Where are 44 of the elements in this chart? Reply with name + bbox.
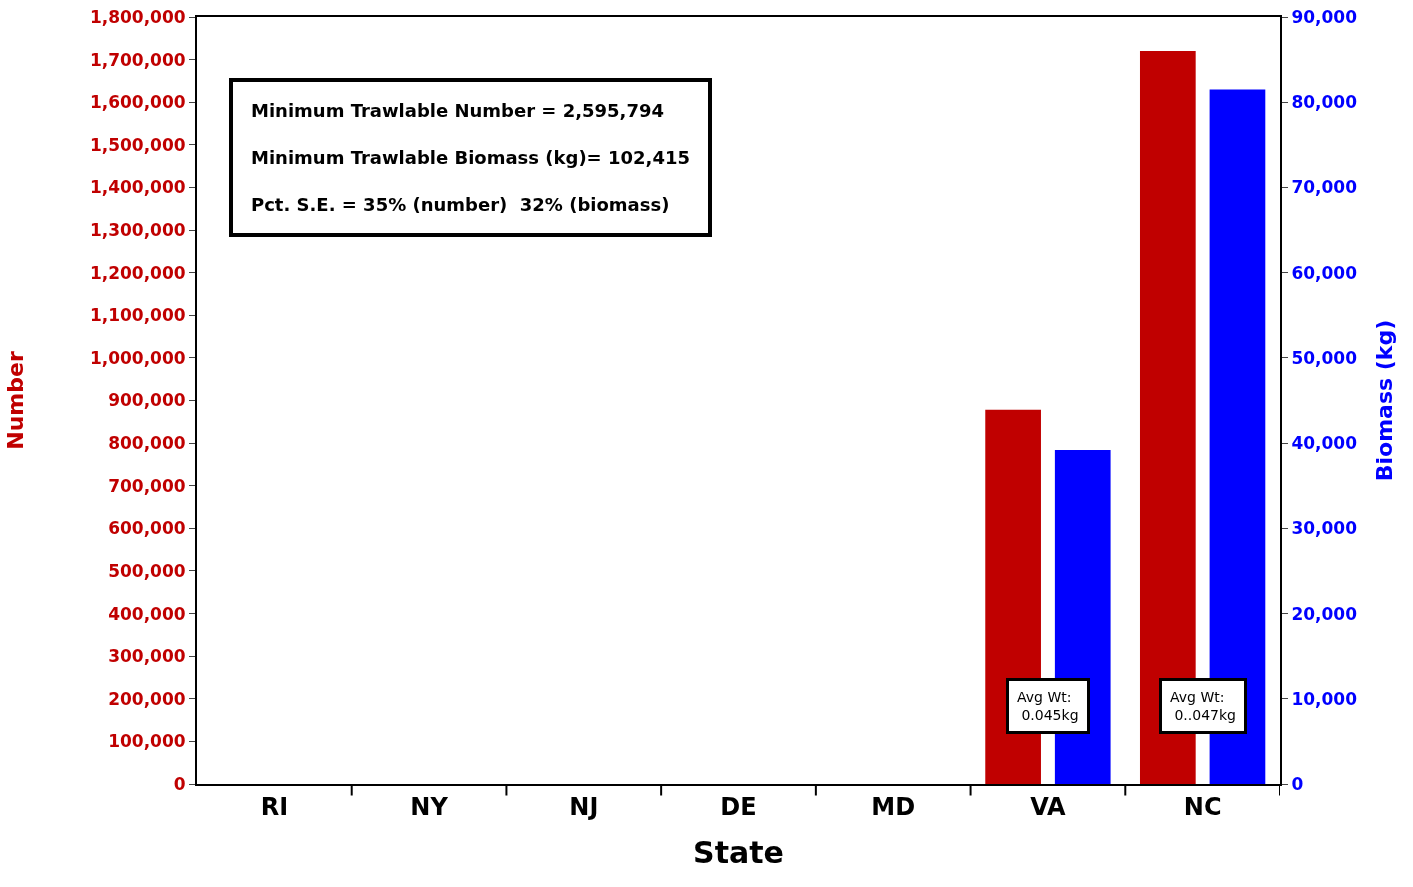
y-tick-label: 500,000 xyxy=(108,560,186,581)
y-tick-label: 1,300,000 xyxy=(89,220,186,241)
y2-tick-label: 0 xyxy=(1291,773,1304,794)
y-tick-label: 1,000,000 xyxy=(89,347,186,368)
y-tick-label: 0 xyxy=(173,773,186,794)
y-tick-label: 1,400,000 xyxy=(89,177,186,198)
y-tick-label: 1,500,000 xyxy=(89,134,186,155)
x-tick-label: MD xyxy=(871,792,916,821)
y-tick-label: 100,000 xyxy=(108,731,186,752)
y2-tick-label: 50,000 xyxy=(1291,347,1358,368)
x-tick-label: NY xyxy=(410,792,449,821)
y-tick-label: 1,200,000 xyxy=(89,262,186,283)
x-tick-label: RI xyxy=(260,792,289,821)
y-tick-label: 900,000 xyxy=(108,390,186,411)
y2-tick-label: 40,000 xyxy=(1291,433,1358,454)
y-tick-label: 200,000 xyxy=(108,688,186,709)
y2-tick-label: 80,000 xyxy=(1291,92,1358,113)
x-tick-label: VA xyxy=(1030,792,1067,821)
y2-tick-label: 30,000 xyxy=(1291,518,1358,539)
annotation: Avg Wt: 0..047kg xyxy=(1170,689,1236,724)
y-tick-label: 300,000 xyxy=(108,646,186,667)
annotation: Avg Wt: 0.045kg xyxy=(1017,689,1079,724)
annotation: Pct. S.E. = 35% (number) 32% (biomass) xyxy=(251,193,670,215)
y2-tick-label: 60,000 xyxy=(1291,262,1358,283)
y-tick-label: 400,000 xyxy=(108,603,186,624)
y2-tick-label: 70,000 xyxy=(1291,177,1358,198)
y-tick-label: 1,600,000 xyxy=(89,92,186,113)
annotation: Minimum Trawlable Number = 2,595,794 xyxy=(251,100,665,121)
y-tick-label: 1,800,000 xyxy=(89,6,186,27)
x-tick-label: NJ xyxy=(569,792,599,821)
x-tick-label: DE xyxy=(720,792,757,821)
y-tick-label: 1,700,000 xyxy=(89,49,186,70)
x-tick-label: NC xyxy=(1183,792,1222,821)
y2-tick-label: 20,000 xyxy=(1291,603,1358,624)
y-axis-title: Number xyxy=(3,351,29,450)
y-tick-label: 1,100,000 xyxy=(89,305,186,326)
y2-tick-label: 90,000 xyxy=(1291,6,1358,27)
y-tick-label: 600,000 xyxy=(108,518,186,539)
y2-tick-label: 10,000 xyxy=(1291,688,1358,709)
x-axis-title: State xyxy=(693,834,784,870)
y2-axis-title: Biomass (kg) xyxy=(1371,319,1397,482)
y-tick-label: 800,000 xyxy=(108,433,186,454)
y-tick-label: 700,000 xyxy=(108,475,186,496)
annotation: Minimum Trawlable Biomass (kg)= 102,415 xyxy=(251,146,690,168)
